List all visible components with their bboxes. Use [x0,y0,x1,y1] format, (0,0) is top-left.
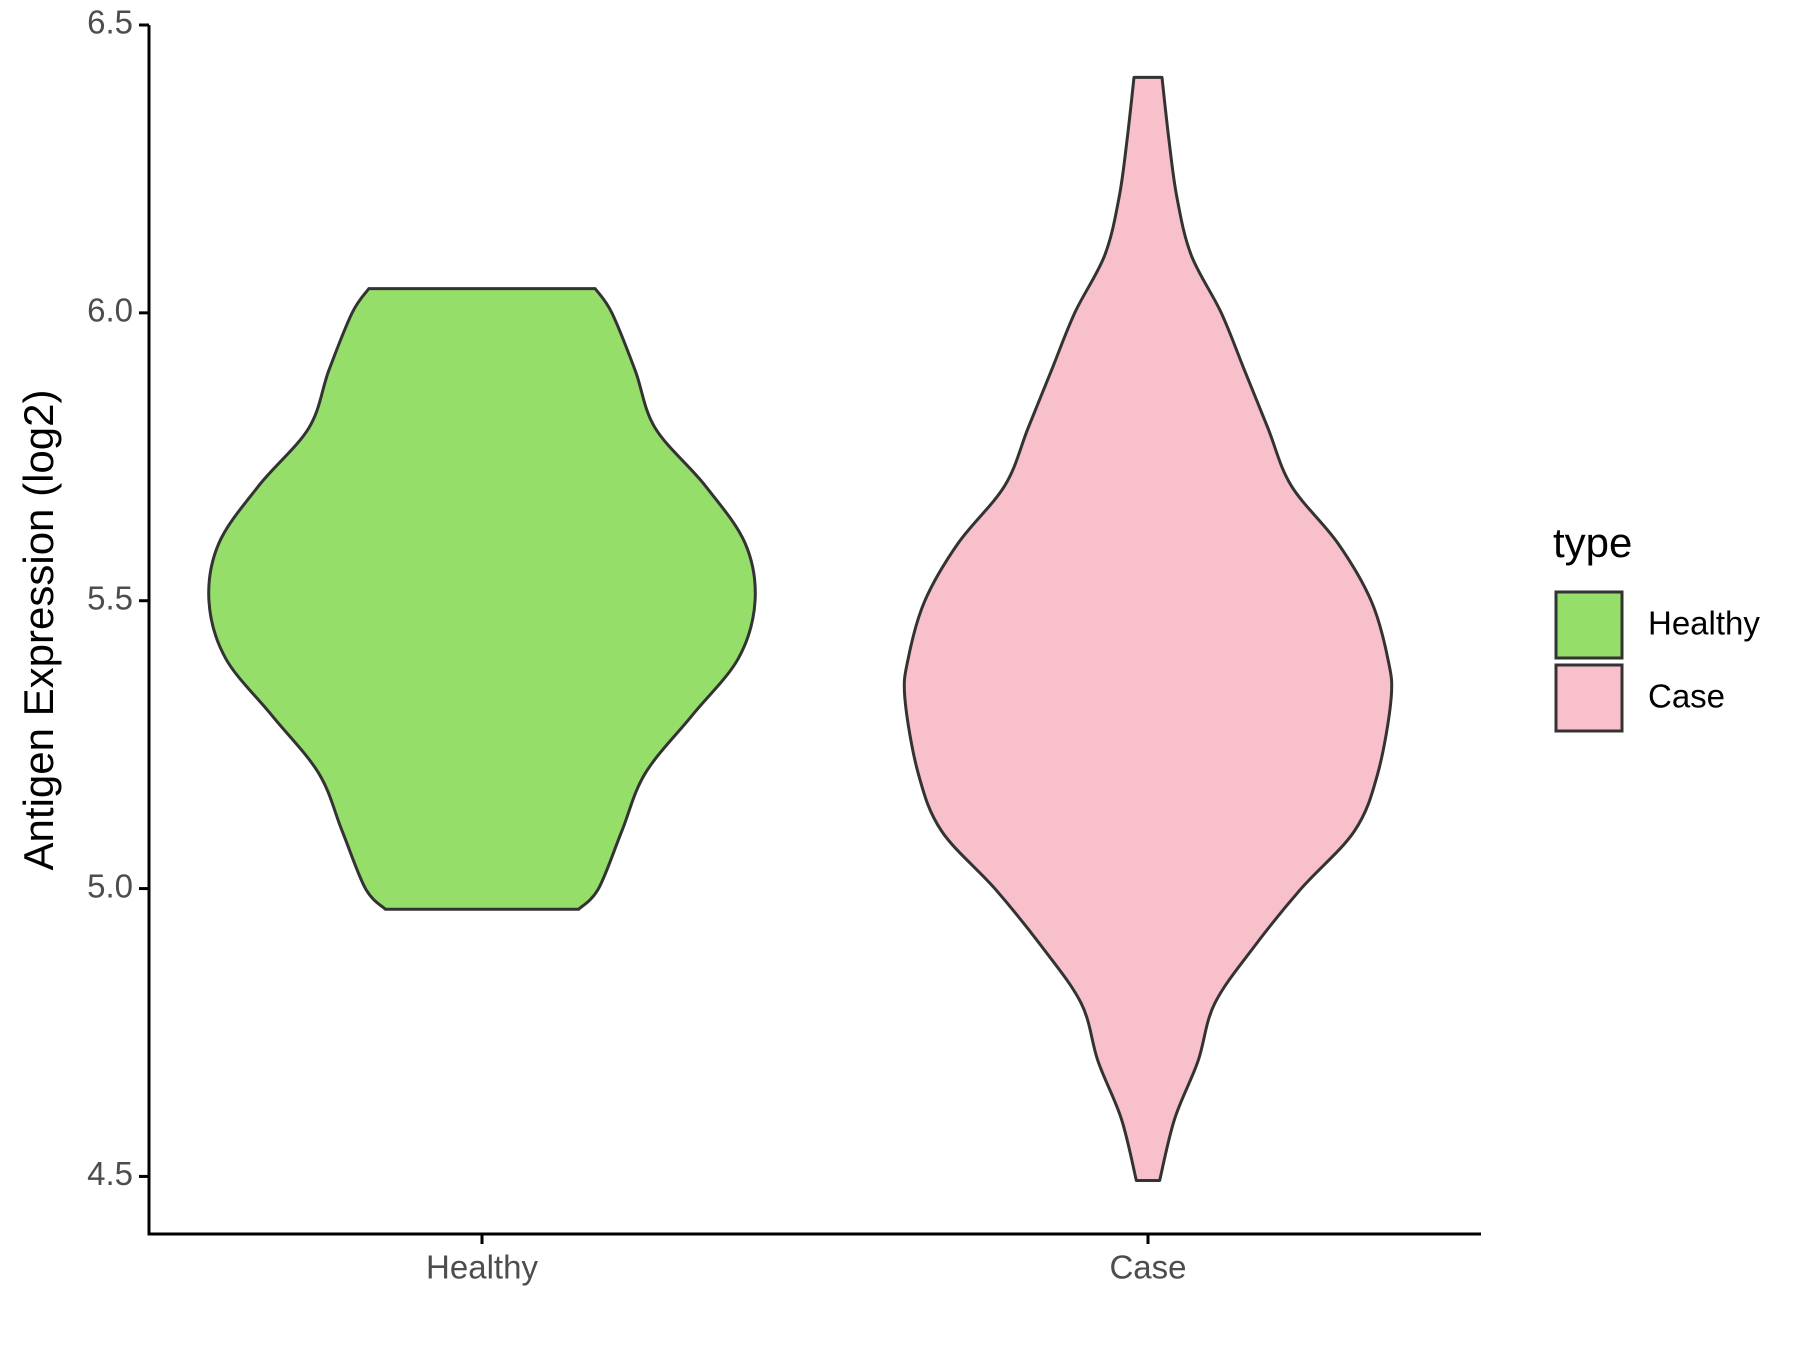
x-tick-label: Healthy [426,1249,538,1286]
violin [207,287,757,911]
legend-key [1554,590,1624,660]
legend-title: type [1553,519,1632,566]
y-axis-title: Antigen Expression (log2) [15,390,62,871]
legend-label: Case [1648,678,1725,715]
y-tick-label: 4.5 [87,1155,133,1192]
legend-key [1554,663,1624,733]
violin [902,75,1394,1182]
y-tick-label: 6.0 [87,292,133,329]
y-tick-label: 5.0 [87,867,133,904]
x-tick-label: Case [1109,1249,1186,1286]
y-tick-label: 5.5 [87,579,133,616]
y-tick-label: 6.5 [87,4,133,41]
legend-label: Healthy [1648,605,1760,642]
